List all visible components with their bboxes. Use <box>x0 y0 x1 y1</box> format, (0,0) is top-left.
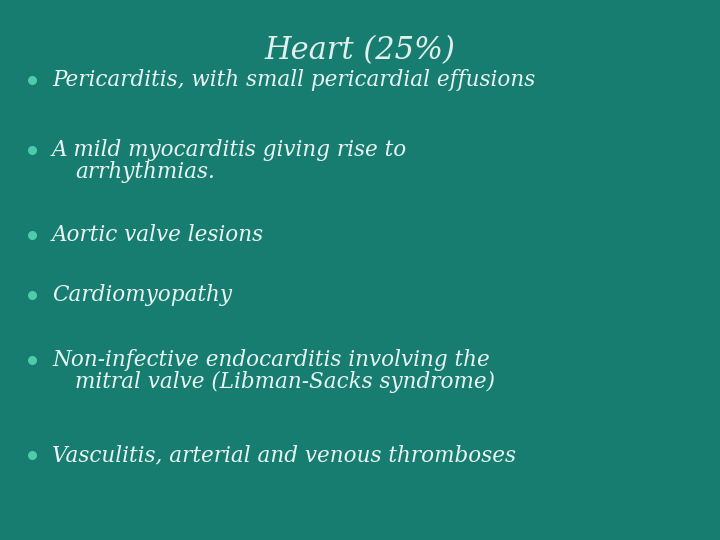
Text: arrhythmias.: arrhythmias. <box>75 161 215 183</box>
Text: Vasculitis, arterial and venous thromboses: Vasculitis, arterial and venous thrombos… <box>52 444 516 466</box>
Text: Non-infective endocarditis involving the: Non-infective endocarditis involving the <box>52 349 490 371</box>
Text: A mild myocarditis giving rise to: A mild myocarditis giving rise to <box>52 139 408 161</box>
Text: mitral valve (Libman-Sacks syndrome): mitral valve (Libman-Sacks syndrome) <box>75 371 495 393</box>
Text: Aortic valve lesions: Aortic valve lesions <box>52 224 264 246</box>
Text: Cardiomyopathy: Cardiomyopathy <box>52 284 232 306</box>
Text: Heart (25%): Heart (25%) <box>264 35 456 66</box>
Text: Pericarditis, with small pericardial effusions: Pericarditis, with small pericardial eff… <box>52 69 535 91</box>
